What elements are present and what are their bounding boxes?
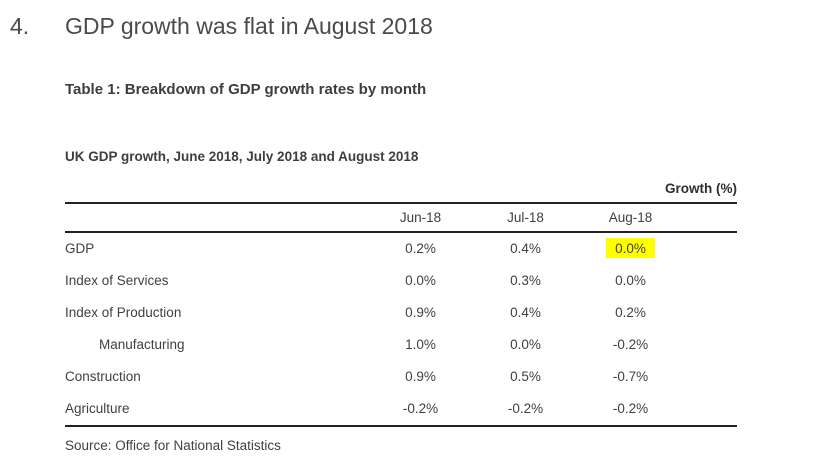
value-cell: 0.0% — [405, 273, 436, 288]
value-cell: 0.9% — [405, 369, 436, 384]
row-spacer-cell — [683, 297, 737, 329]
highlighted-value: 0.0% — [606, 238, 655, 258]
value-cell: -0.2% — [507, 401, 544, 416]
row-spacer-cell — [683, 232, 737, 265]
table-row: Agriculture -0.2% -0.2% -0.2% — [65, 393, 737, 426]
value-cell: 0.0% — [510, 337, 541, 352]
column-header: Aug-18 — [578, 203, 683, 233]
value-cell: 1.0% — [405, 337, 436, 352]
value-cell: -0.2% — [612, 337, 649, 352]
table-body: GDP 0.2% 0.4% 0.0% Index of Services 0.0% 0.3%… — [65, 232, 737, 426]
row-label: GDP — [65, 241, 95, 256]
row-label: Agriculture — [65, 401, 130, 416]
row-spacer-cell — [683, 393, 737, 426]
row-spacer-cell — [683, 265, 737, 297]
value-cell: -0.2% — [402, 401, 439, 416]
table-row: Construction 0.9% 0.5% -0.7% — [65, 361, 737, 393]
table-row: Index of Production 0.9% 0.4% 0.2% — [65, 297, 737, 329]
table-title: Table 1: Breakdown of GDP growth rates b… — [65, 81, 427, 98]
table-subtitle: UK GDP growth, June 2018, July 2018 and … — [65, 149, 419, 164]
table-row: Manufacturing 1.0% 0.0% -0.2% — [65, 329, 737, 361]
value-cell: 0.5% — [510, 369, 541, 384]
row-spacer-cell — [683, 329, 737, 361]
section-title: GDP growth was flat in August 2018 — [65, 13, 433, 39]
value-cell: 0.0% — [578, 232, 683, 265]
header-empty-cell — [65, 203, 368, 233]
column-header: Jul-18 — [473, 203, 578, 233]
value-cell: 0.4% — [510, 305, 541, 320]
value-cell: 0.2% — [615, 305, 646, 320]
row-label: Index of Services — [65, 273, 169, 288]
gdp-growth-table: Jun-18 Jul-18 Aug-18 GDP 0.2% 0.4% 0.0% Index … — [65, 202, 737, 427]
row-spacer-cell — [683, 361, 737, 393]
value-cell: 0.3% — [510, 273, 541, 288]
row-label: Construction — [65, 369, 141, 384]
value-cell: -0.2% — [612, 401, 649, 416]
source-note: Source: Office for National Statistics — [65, 438, 281, 453]
value-cell: 0.0% — [615, 273, 646, 288]
table-section: Table 1: Breakdown of GDP growth rates b… — [65, 81, 737, 453]
value-cell: -0.7% — [612, 369, 649, 384]
value-cell: 0.9% — [405, 305, 436, 320]
table-row: Index of Services 0.0% 0.3% 0.0% — [65, 265, 737, 297]
table-row: GDP 0.2% 0.4% 0.0% — [65, 232, 737, 265]
section-number: 4. — [10, 13, 30, 39]
unit-label: Growth (%) — [665, 181, 737, 196]
column-header: Jun-18 — [368, 203, 473, 233]
row-label: Manufacturing — [99, 337, 185, 352]
section-heading: 4. GDP growth was flat in August 2018 — [0, 0, 816, 40]
value-cell: 0.2% — [405, 241, 436, 256]
value-cell: 0.4% — [510, 241, 541, 256]
row-label: Index of Production — [65, 305, 182, 320]
header-spacer-cell — [683, 203, 737, 233]
table-header-row: Jun-18 Jul-18 Aug-18 — [65, 203, 737, 233]
